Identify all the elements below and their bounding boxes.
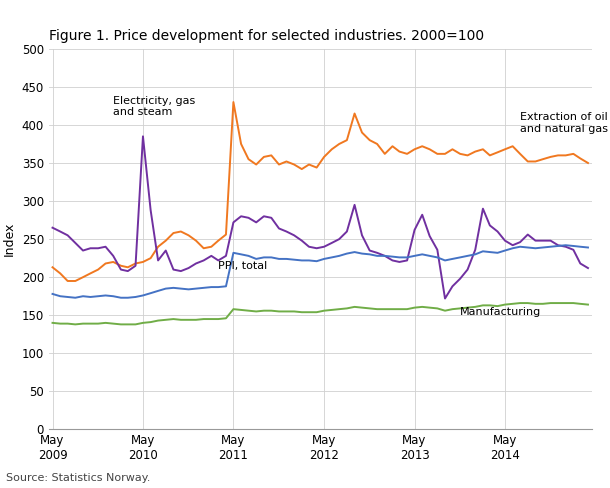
Text: Extraction of oil
and natural gas: Extraction of oil and natural gas xyxy=(520,112,608,134)
Text: PPI, total: PPI, total xyxy=(218,261,268,271)
Text: Source: Statistics Norway.: Source: Statistics Norway. xyxy=(6,473,151,483)
Text: Electricity, gas
and steam: Electricity, gas and steam xyxy=(113,96,195,117)
Text: Figure 1. Price development for selected industries. 2000=100: Figure 1. Price development for selected… xyxy=(49,29,484,43)
Text: Manufacturing: Manufacturing xyxy=(460,307,542,317)
Y-axis label: Index: Index xyxy=(3,222,16,256)
